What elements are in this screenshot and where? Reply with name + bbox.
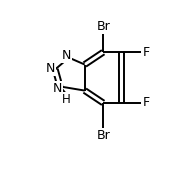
- Text: Br: Br: [96, 129, 110, 142]
- Text: N: N: [53, 82, 62, 95]
- Text: N: N: [46, 62, 55, 75]
- Text: F: F: [142, 96, 150, 109]
- Text: F: F: [142, 46, 150, 59]
- Text: H: H: [62, 93, 71, 106]
- Text: N: N: [62, 49, 71, 62]
- Text: Br: Br: [96, 20, 110, 33]
